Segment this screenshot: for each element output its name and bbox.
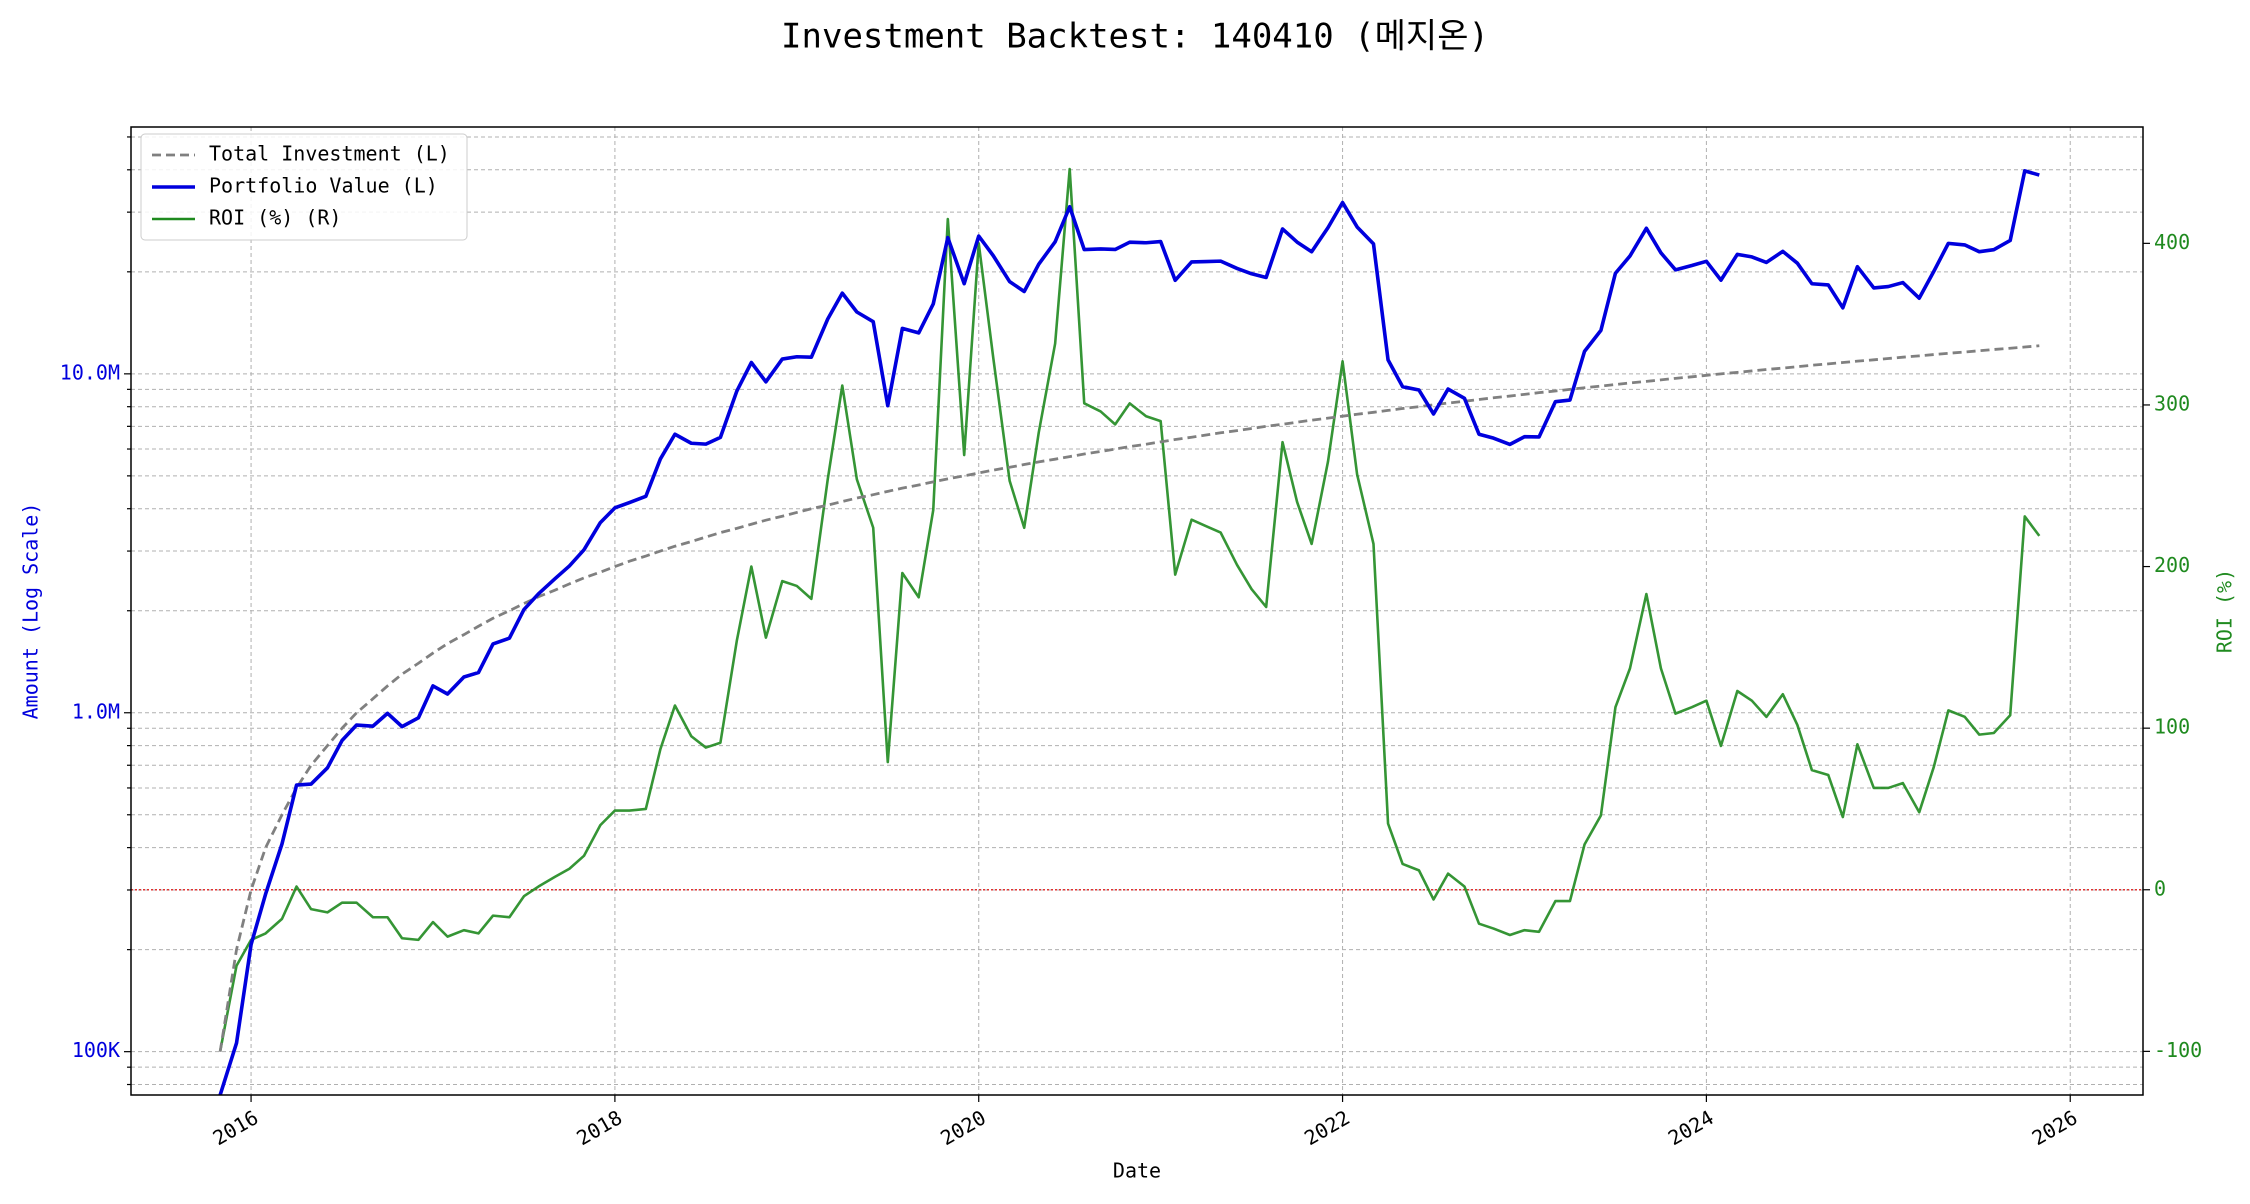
x-axis-label: Date bbox=[1113, 1159, 1161, 1183]
legend-box bbox=[140, 133, 468, 241]
series-line bbox=[218, 167, 2041, 1052]
plot-frame bbox=[130, 126, 2144, 1096]
y-tick-label: 10.0M bbox=[60, 360, 120, 384]
y2-tick-label: 300 bbox=[2154, 391, 2190, 415]
y2-tick-label: 0 bbox=[2154, 876, 2166, 900]
legend-label: Portfolio Value (L) bbox=[209, 174, 438, 198]
legend-label: Total Investment (L) bbox=[209, 142, 450, 166]
y2-tick-label: 400 bbox=[2154, 230, 2190, 254]
y-tick-label: 1.0M bbox=[72, 699, 120, 723]
series-line bbox=[218, 344, 2040, 1052]
y2-tick-label: 100 bbox=[2154, 715, 2190, 739]
y2-axis-label: ROI (%) bbox=[2213, 569, 2237, 653]
y2-tick-label: -100 bbox=[2154, 1038, 2202, 1062]
y-tick-label: 100K bbox=[72, 1038, 120, 1062]
plot-area bbox=[218, 167, 2041, 1095]
legend-label: ROI (%) (R) bbox=[209, 206, 341, 230]
series-line bbox=[218, 169, 2040, 1095]
chart-title: Investment Backtest: 140410 (메지온) bbox=[781, 17, 1489, 57]
y2-tick-label: 200 bbox=[2154, 553, 2190, 577]
y-axis-label: Amount (Log Scale) bbox=[19, 503, 43, 720]
